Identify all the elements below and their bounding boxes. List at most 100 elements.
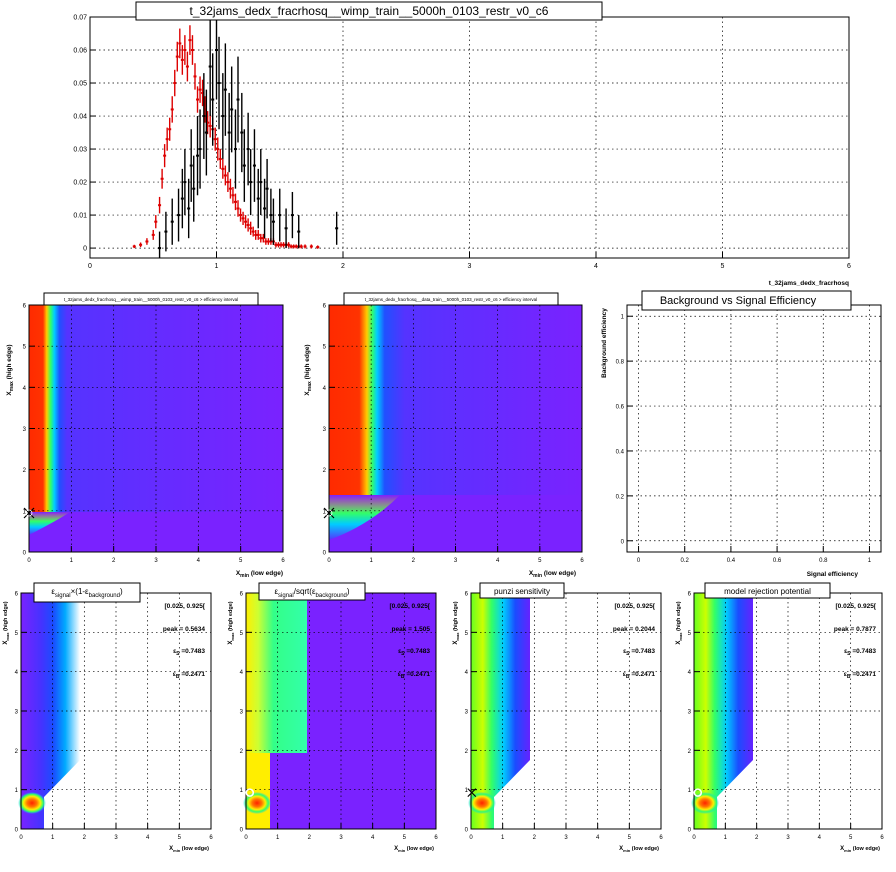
ylabel-part: X [3, 641, 9, 645]
series-2-point [236, 98, 240, 101]
series-1-point [251, 230, 255, 233]
series-2-point [335, 227, 339, 230]
series-1-point [198, 88, 202, 91]
series-1-point [132, 245, 136, 248]
b1-title-box [33, 582, 141, 603]
series-2-point [227, 131, 231, 134]
series-2-point [180, 197, 184, 200]
data-ytick-label: 3 [323, 427, 327, 433]
top-ytick-label: 0.07 [73, 15, 87, 22]
eps-sub: B [176, 674, 180, 680]
b3-title-box [479, 582, 565, 599]
series-1-point [231, 194, 235, 197]
series-1-point [203, 108, 207, 111]
series-1-point [158, 204, 162, 207]
bottom-panel-4-overlay: 0 1 2 3 4 5 6 0 1 2 3 4 5 6 model rejection potential [… [676, 582, 884, 853]
wimp-title: t_32jams_dedx_fracrhosq__wimp_train__500… [64, 297, 238, 302]
b1-ytick-label: 1 [15, 788, 19, 794]
xlabel-part: (low edge) [851, 846, 880, 852]
data-ytick-label: 4 [323, 386, 327, 392]
eps-value: =0.7483 [630, 648, 656, 655]
series-2-point [290, 214, 294, 217]
roc-xtick-label: 0.4 [727, 558, 736, 564]
series-1-point [188, 39, 192, 42]
b1-title-part: ε [51, 587, 55, 596]
roc-xtick-label: 0.2 [681, 558, 690, 564]
b1-ytick-label: 3 [15, 710, 19, 716]
wimp-marker [23, 507, 35, 519]
data-ytick-label: 1 [323, 509, 327, 515]
b2-peak: peak = 1.505 [392, 626, 431, 633]
series-2-point [177, 214, 181, 217]
b1-heatmap [21, 593, 80, 829]
wimp-axis-ticks: 0 1 2 3 4 5 6 0 1 2 3 4 5 6 [23, 304, 286, 565]
roc-xtick-label: 1 [868, 558, 872, 564]
b3-ylabel: Xmax (high edge) [453, 601, 460, 644]
b1-title-part: background [89, 593, 120, 599]
eps-value: =0.7483 [180, 648, 206, 655]
data-ytick-label: 2 [323, 468, 327, 474]
series-1-point [261, 237, 265, 240]
roc-ytick-label: 1 [621, 315, 625, 321]
panel-wimp: 0 1 2 3 4 5 6 0 1 2 3 4 5 6 t_32jams_dedx_fracrhosq__… [6, 292, 286, 579]
panel-data: 0 1 2 3 4 5 6 0 1 2 3 4 5 6 t_32jams_dedx_fracrhosq__… [304, 292, 584, 579]
series-1-point [266, 240, 270, 243]
roc-xlabel: Signal efficiency [807, 571, 859, 578]
b3-range: [0.025, 0.925[ [615, 603, 656, 610]
b1-range: [0.025, 0.925[ [165, 603, 206, 610]
b3-heatmap [471, 593, 530, 829]
top-xtick-label: 1 [215, 263, 219, 270]
top-title: t_32jams_dedx_fracrhosq__wimp_train__500… [190, 4, 549, 18]
b2-ytick-label: 2 [240, 749, 244, 755]
b2-ytick-label: 5 [240, 631, 244, 637]
series-1-point [282, 243, 286, 246]
b3-ytick-label: 6 [465, 592, 469, 598]
b2-ytick-label: 1 [240, 788, 244, 794]
b2-ytick-label: 4 [240, 670, 244, 676]
b2-xlabel: Xmin (low edge) [394, 846, 434, 853]
top-ytick-label: 0 [83, 246, 87, 253]
xlabel-part: X [619, 846, 623, 852]
data-xtick-label: 2 [412, 558, 416, 564]
eps-sub: S [176, 651, 180, 657]
wimp-ylabel: Xmax (high edge) [6, 344, 15, 395]
roc-ytick-label: 0.8 [616, 360, 625, 366]
b3-ytick-label: 5 [465, 631, 469, 637]
eps-symbol: ε [844, 671, 847, 678]
series-2-point [208, 65, 212, 68]
b3-xtick-label: 2 [533, 835, 537, 841]
b4-ytick-label: 6 [688, 592, 692, 598]
xlabel-part: min [844, 848, 852, 853]
b3-eps-s: εS =0.7483 [623, 648, 655, 657]
roc-ytick-label: 0.2 [616, 494, 625, 500]
series-1-point [309, 245, 313, 248]
wimp-ytick-label: 2 [23, 468, 27, 474]
series-2-point [265, 187, 269, 190]
wimp-xtick-label: 0 [27, 558, 31, 564]
b1-ytick-label: 2 [15, 749, 19, 755]
b2-xtick-label: 6 [434, 835, 438, 841]
b4-best-marker [693, 788, 703, 797]
data-xtick-label: 1 [369, 558, 373, 564]
data-xtick-label: 6 [580, 558, 584, 564]
b4-xlabel: Xmin (low edge) [840, 846, 880, 853]
b3-ytick-label: 3 [465, 710, 469, 716]
series-2-point [297, 230, 301, 233]
series-1-point [236, 207, 240, 210]
roc-ylabel: Background efficiency [601, 308, 608, 378]
series-1-point [206, 121, 210, 124]
b4-xtick-label: 1 [724, 835, 728, 841]
series-1-point [163, 154, 167, 157]
series-1-point [208, 124, 212, 127]
series-1-point [316, 246, 320, 249]
series-1-point [221, 167, 225, 170]
b2-title-part: signal [278, 593, 294, 599]
top-xtick-label: 5 [721, 263, 725, 270]
roc-ytick-label: 0 [621, 539, 625, 545]
top-title-box [135, 1, 603, 21]
b4-ytick-label: 2 [688, 749, 692, 755]
roc-axis-ticks: 0 0.2 0.4 0.6 0.8 1 0 0.2 0.4 0.6 0.8 1 [616, 315, 872, 564]
b1-ytick-label: 6 [15, 592, 19, 598]
series-2-point [202, 115, 206, 118]
b3-best-marker [467, 788, 477, 798]
